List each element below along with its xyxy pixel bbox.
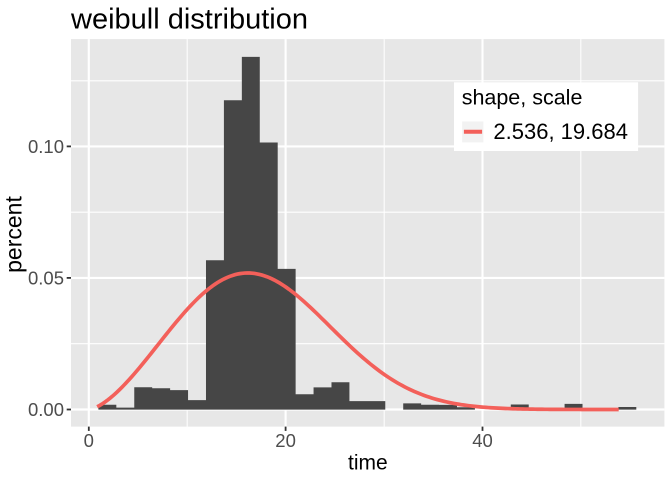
- svg-text:20: 20: [275, 430, 296, 451]
- svg-text:0: 0: [84, 430, 94, 451]
- svg-text:40: 40: [472, 430, 493, 451]
- svg-text:0.00: 0.00: [28, 399, 64, 420]
- svg-text:shape, scale: shape, scale: [462, 85, 583, 109]
- svg-text:2.536, 19.684: 2.536, 19.684: [493, 119, 628, 144]
- svg-text:0.10: 0.10: [28, 136, 64, 157]
- svg-text:0.05: 0.05: [28, 267, 64, 288]
- svg-text:weibull distribution: weibull distribution: [70, 4, 308, 36]
- svg-text:time: time: [348, 452, 388, 475]
- svg-text:percent: percent: [1, 196, 27, 273]
